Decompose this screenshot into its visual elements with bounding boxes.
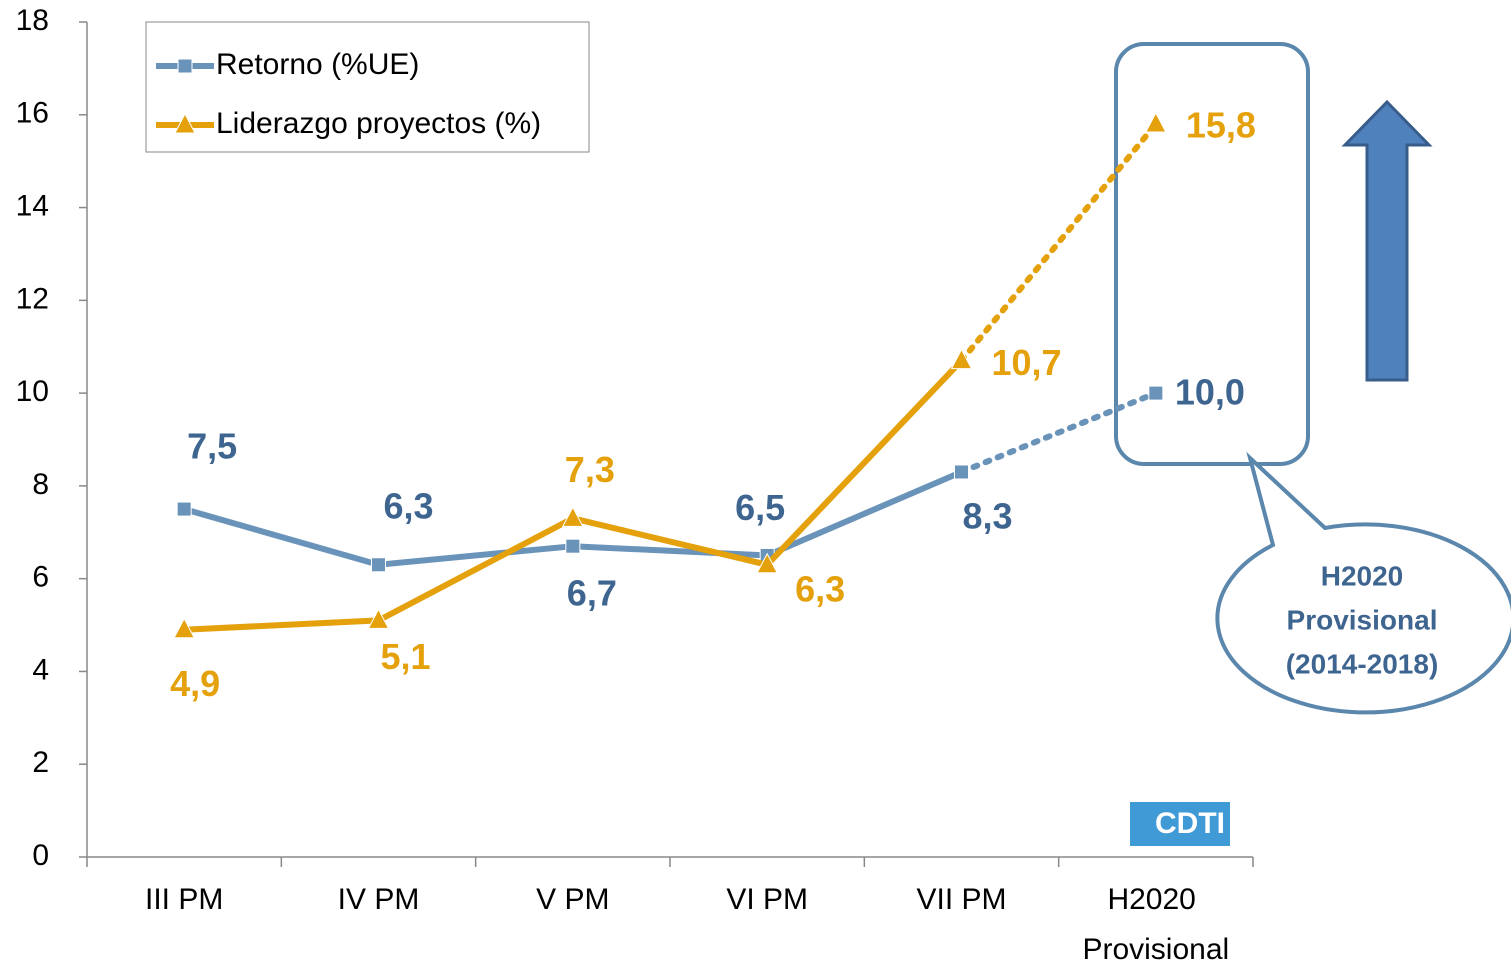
y-tick-label: 0 — [32, 839, 49, 872]
x-tick-label: VII PM — [916, 883, 1006, 916]
data-label: 7,5 — [187, 426, 237, 467]
marker — [954, 464, 969, 480]
y-tick-label: 12 — [16, 282, 49, 315]
legend-label: Liderazgo proyectos (%) — [216, 107, 541, 140]
y-tick-label: 8 — [32, 468, 49, 501]
legend-label: Retorno (%UE) — [216, 48, 419, 81]
marker — [1145, 111, 1167, 133]
x-tick-label-line: H2020 — [1107, 883, 1204, 916]
marker — [756, 552, 778, 574]
marker — [173, 617, 195, 639]
up-arrow — [1341, 99, 1433, 382]
line-projection — [958, 390, 1159, 475]
data-label: 5,1 — [380, 636, 430, 677]
y-tick-label: 10 — [16, 375, 49, 408]
y-tick-label: 18 — [16, 4, 49, 37]
marker — [950, 348, 973, 370]
highlight-box — [1114, 42, 1310, 466]
marker — [176, 501, 192, 517]
data-label: 6,3 — [383, 485, 433, 526]
data-label: 6,5 — [735, 487, 785, 528]
logo: CDTI — [1155, 807, 1225, 840]
x-tick-label: V PM — [536, 883, 609, 916]
data-label: 10,7 — [992, 342, 1062, 383]
logo-bg — [1130, 802, 1230, 846]
marker — [177, 58, 193, 74]
callout — [1215, 451, 1511, 715]
marker — [1148, 385, 1164, 401]
x-tick-label: H2020 Provisional — [1082, 883, 1229, 966]
marker — [367, 608, 390, 629]
line-projection — [958, 121, 1159, 364]
x-tick-label: III PM — [145, 883, 223, 916]
x-tick-label: VI PM — [726, 883, 808, 916]
data-label: 8,3 — [962, 495, 1012, 536]
callout-text: (2014-2018) — [1286, 648, 1439, 679]
x-tick-label: IV PM — [338, 883, 420, 916]
data-label: 10,0 — [1175, 372, 1245, 413]
y-tick-label: 6 — [32, 561, 49, 594]
marker — [565, 538, 581, 554]
callout-text: Provisional — [1287, 604, 1438, 635]
y-tick-label: 4 — [32, 653, 49, 686]
x-tick-label-line: Provisional — [1082, 933, 1229, 966]
data-label: 6,3 — [795, 568, 845, 609]
y-tick-label: 14 — [16, 189, 49, 222]
y-tick-label: 2 — [32, 746, 49, 779]
marker — [174, 112, 196, 134]
marker — [562, 506, 584, 527]
data-label: 15,8 — [1186, 105, 1256, 146]
legend — [145, 21, 590, 153]
data-label: 4,9 — [170, 663, 220, 704]
callout-text: H2020 — [1321, 560, 1404, 591]
marker — [371, 557, 386, 573]
y-tick-label: 16 — [16, 97, 49, 130]
data-label: 7,3 — [565, 449, 615, 490]
data-label: 6,7 — [567, 573, 617, 614]
